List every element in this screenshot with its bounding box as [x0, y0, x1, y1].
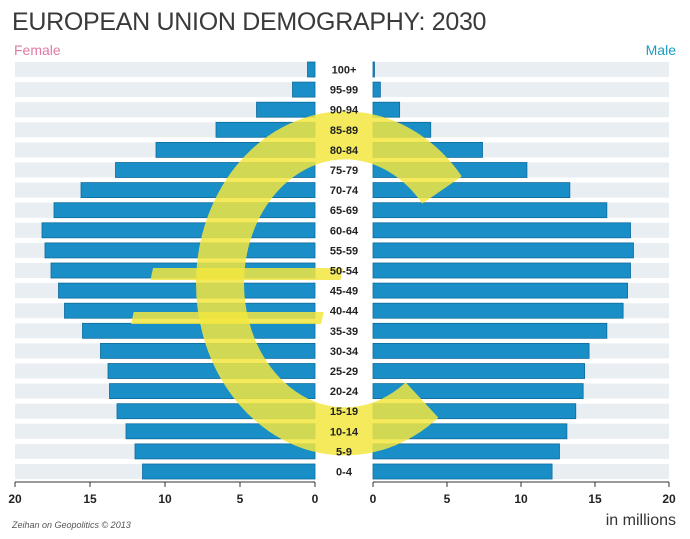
x-tick-label: 0 — [370, 492, 377, 506]
age-label: 30-34 — [330, 346, 359, 358]
female-bar-0-4 — [142, 463, 316, 480]
euro-emblem — [131, 111, 462, 456]
male-bar-70-74 — [372, 182, 571, 199]
row-stripe-left — [15, 102, 315, 118]
age-label: 50-54 — [330, 266, 359, 278]
female-bar-65-69 — [53, 202, 316, 219]
male-bar-20-24 — [372, 383, 584, 400]
euro-arc — [196, 111, 462, 456]
male-bar-90-94 — [372, 101, 401, 118]
male-bar-95-99 — [372, 81, 381, 98]
row-stripe-left — [15, 62, 315, 77]
male-bar-50-54 — [372, 262, 631, 279]
male-bar-25-29 — [372, 363, 586, 379]
x-tick-label: 10 — [514, 492, 528, 506]
age-label: 40-44 — [330, 306, 359, 318]
female-label: Female — [14, 42, 61, 58]
row-stripe-left — [15, 82, 315, 98]
age-label: 45-49 — [330, 286, 358, 298]
male-bar-100+ — [372, 61, 375, 78]
female-bar-45-49 — [58, 282, 316, 299]
age-label: 35-39 — [330, 326, 358, 338]
source-note: Zeihan on Geopolitics © 2013 — [12, 520, 131, 530]
age-label: 0-4 — [336, 467, 353, 479]
male-bar-35-39 — [372, 322, 608, 339]
euro-bar-lower — [131, 312, 324, 324]
x-tick-label: 10 — [158, 492, 172, 506]
female-bar-60-64 — [41, 222, 316, 239]
x-axis: 20 15 10 5 0 0 5 10 15 20 — [8, 481, 676, 506]
age-label: 90-94 — [330, 105, 359, 117]
age-label: 5-9 — [336, 446, 352, 458]
x-tick-label: 5 — [237, 492, 244, 506]
female-bar-100+ — [307, 61, 316, 78]
male-bar-55-59 — [372, 242, 634, 259]
age-label: 65-69 — [330, 205, 358, 217]
chart-title: EUROPEAN UNION DEMOGRAPHY: 2030 — [12, 8, 487, 36]
age-group-labels: 100+ 95-99 90-94 85-89 80-84 75-79 70-74 65-69 6… — [330, 65, 359, 479]
x-tick-label: 20 — [8, 492, 22, 506]
female-bar-5-9 — [134, 443, 316, 460]
x-tick-label: 15 — [83, 492, 97, 506]
age-label: 100+ — [332, 65, 357, 77]
female-bar-35-39 — [82, 322, 316, 339]
male-bar-65-69 — [372, 202, 608, 219]
age-label: 75-79 — [330, 165, 358, 177]
male-bar-5-9 — [372, 443, 560, 460]
unit-label: in millions — [605, 512, 676, 529]
age-label: 70-74 — [330, 185, 359, 197]
female-bar-25-29 — [107, 363, 316, 379]
x-tick-label: 20 — [662, 492, 676, 506]
male-bar-45-49 — [372, 282, 628, 299]
row-stripe-right — [373, 122, 669, 138]
female-bar-55-59 — [44, 242, 316, 259]
row-stripe-right — [373, 102, 669, 118]
male-bar-0-4 — [372, 463, 553, 480]
male-bar-60-64 — [372, 222, 631, 239]
age-label: 55-59 — [330, 245, 358, 257]
female-bar-90-94 — [256, 101, 316, 118]
x-tick-label: 0 — [312, 492, 319, 506]
row-stripe-right — [373, 82, 669, 98]
female-bars — [41, 61, 316, 480]
x-tick-label: 5 — [444, 492, 451, 506]
x-tick-label: 15 — [588, 492, 602, 506]
age-label: 60-64 — [330, 225, 359, 237]
euro-bar-upper — [150, 268, 344, 280]
male-bar-30-34 — [372, 342, 590, 359]
female-bar-95-99 — [292, 81, 316, 98]
male-bar-40-44 — [372, 302, 624, 319]
age-label: 15-19 — [330, 406, 358, 418]
age-label: 95-99 — [330, 85, 358, 97]
age-label: 80-84 — [330, 145, 359, 157]
row-stripe-right — [373, 62, 669, 77]
age-label: 20-24 — [330, 386, 359, 398]
age-label: 85-89 — [330, 125, 358, 137]
age-label: 25-29 — [330, 366, 358, 378]
male-label: Male — [645, 42, 676, 58]
age-label: 10-14 — [330, 426, 359, 438]
